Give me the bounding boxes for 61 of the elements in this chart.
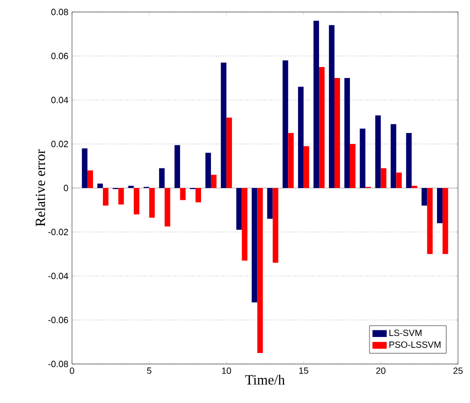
bar xyxy=(267,188,273,219)
y-tick-label: 0 xyxy=(64,184,68,192)
bar xyxy=(87,170,93,188)
bar xyxy=(396,172,402,188)
bar xyxy=(252,188,258,302)
bar xyxy=(319,66,325,188)
bar xyxy=(344,78,350,188)
x-tick-label: 25 xyxy=(453,368,463,374)
bar xyxy=(174,145,180,188)
bar xyxy=(390,124,396,188)
bar xyxy=(427,188,433,254)
bar xyxy=(272,188,278,263)
y-axis-title: Relative error xyxy=(35,149,46,226)
x-axis-title: Time/h xyxy=(245,374,285,385)
bar xyxy=(220,62,226,188)
bar xyxy=(164,188,170,226)
legend-label: LS-SVM xyxy=(389,330,422,336)
legend-label: PSO-LSSVM xyxy=(389,341,440,348)
bar xyxy=(422,188,428,206)
bar xyxy=(196,188,202,202)
bar xyxy=(442,188,448,254)
bar xyxy=(159,168,165,188)
bar xyxy=(304,146,310,188)
bar xyxy=(242,188,248,261)
bar xyxy=(288,132,294,188)
bar xyxy=(380,168,386,188)
x-tick-label: 5 xyxy=(147,368,152,374)
bar xyxy=(134,188,140,214)
y-tick-label: -0.08 xyxy=(48,360,68,368)
bar xyxy=(226,118,232,188)
bar xyxy=(334,78,340,188)
bar xyxy=(360,128,366,188)
x-tick-label: 15 xyxy=(299,368,308,374)
bar xyxy=(149,188,155,218)
x-tick-label: 0 xyxy=(70,368,74,374)
y-tick-label: 0.06 xyxy=(51,52,68,60)
y-tick-label: 0.08 xyxy=(51,8,68,16)
bar xyxy=(82,148,88,188)
x-tick-label: 10 xyxy=(222,368,232,374)
bar xyxy=(102,188,108,206)
bar xyxy=(282,60,288,188)
bar xyxy=(118,188,124,204)
bar xyxy=(375,115,381,188)
bar xyxy=(210,174,217,188)
y-tick-label: -0.02 xyxy=(48,228,68,236)
y-tick-label: -0.04 xyxy=(48,272,68,280)
bar xyxy=(180,188,186,200)
y-tick-label: 0.04 xyxy=(51,96,68,104)
bar xyxy=(205,152,211,188)
y-tick-label: 0.02 xyxy=(51,140,68,148)
bar xyxy=(328,25,334,188)
bar xyxy=(350,144,356,188)
bar xyxy=(257,188,263,353)
y-tick-label: -0.06 xyxy=(48,316,68,324)
bar xyxy=(406,132,412,188)
x-tick-label: 20 xyxy=(376,368,386,374)
bar xyxy=(236,188,242,230)
bar xyxy=(97,184,103,188)
bar xyxy=(437,188,443,224)
bar xyxy=(298,86,304,188)
bar xyxy=(313,20,320,188)
